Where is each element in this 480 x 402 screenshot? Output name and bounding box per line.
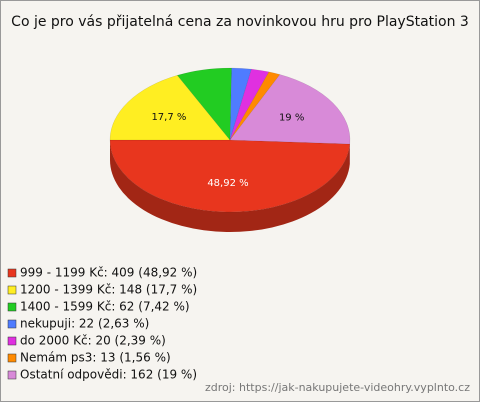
slice bbox=[229, 71, 281, 141]
legend-label: 999 - 1199 Kč: 409 (48,92 %) bbox=[20, 266, 197, 280]
legend-swatch bbox=[7, 302, 17, 312]
slice bbox=[109, 75, 231, 141]
legend-label: Nemám ps3: 13 (1,56 %) bbox=[20, 351, 171, 365]
chart-title: Co je pro vás přijatelná cena za novinko… bbox=[11, 14, 469, 30]
slice bbox=[176, 67, 232, 141]
legend-label: Ostatní odpovědi: 162 (19 %) bbox=[20, 368, 197, 382]
data-label: 48,92 % bbox=[207, 178, 248, 189]
slice bbox=[229, 67, 252, 141]
legend-swatch bbox=[7, 336, 17, 346]
legend-swatch bbox=[7, 268, 17, 278]
source: zdroj: https://jak-nakupujete-videohry.v… bbox=[205, 381, 470, 394]
slice bbox=[229, 74, 351, 145]
legend-swatch bbox=[7, 370, 17, 380]
legend-label: do 2000 Kč: 20 (2,39 %) bbox=[20, 334, 166, 348]
slice bbox=[109, 139, 351, 213]
legend-label: 1400 - 1599 Kč: 62 (7,42 %) bbox=[20, 300, 190, 314]
legend-swatch bbox=[7, 285, 17, 295]
legend-label: nekupuji: 22 (2,63 %) bbox=[20, 317, 149, 331]
legend-swatch bbox=[7, 353, 17, 363]
data-label: 17,7 % bbox=[151, 112, 186, 123]
data-label: 19 % bbox=[279, 113, 304, 124]
slice-side bbox=[110, 140, 350, 233]
legend-label: 1200 - 1399 Kč: 148 (17,7 %) bbox=[20, 283, 197, 297]
slice bbox=[229, 68, 270, 141]
legend-swatch bbox=[7, 319, 17, 329]
